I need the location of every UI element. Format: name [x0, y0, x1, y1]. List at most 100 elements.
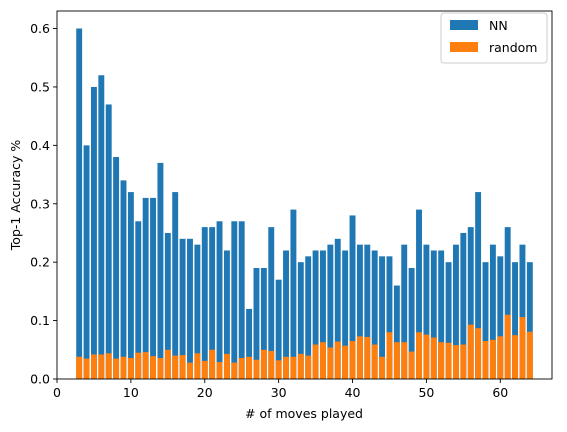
bar-nn-52 [438, 250, 445, 379]
bar-nn-40 [349, 215, 356, 379]
bar-nn-25 [238, 221, 245, 379]
y-tick-label: 0.0 [30, 372, 50, 387]
bar-nn-21 [209, 227, 216, 379]
bar-nn-32 [290, 209, 297, 379]
bar-random-28 [260, 349, 267, 379]
legend: NN random [440, 12, 548, 64]
bar-random-14 [157, 357, 164, 379]
bar-nn-24 [231, 221, 238, 379]
bar-random-9 [120, 356, 127, 379]
bar-random-51 [430, 337, 437, 379]
bar-random-25 [238, 357, 245, 379]
y-tick-label: 0.2 [30, 255, 50, 270]
legend-swatch-random [450, 42, 478, 52]
bar-nn-56 [467, 227, 474, 379]
bar-random-16 [172, 355, 179, 379]
legend-swatch-nn [450, 20, 478, 30]
bar-nn-51 [430, 250, 437, 379]
bar-random-26 [246, 356, 253, 379]
bar-random-8 [113, 358, 120, 379]
bar-random-15 [164, 349, 171, 379]
bar-nn-43 [371, 250, 378, 379]
bar-nn-31 [283, 250, 289, 379]
bar-nn-39 [342, 250, 349, 379]
bar-nn-22 [216, 221, 223, 379]
bar-random-37 [327, 347, 334, 379]
bar-nn-35 [312, 250, 319, 379]
bar-nn-44 [379, 256, 386, 379]
bar-random-57 [475, 328, 482, 379]
x-axis-ticks: 0 10 20 30 40 50 60 [53, 379, 508, 400]
bar-random-11 [135, 352, 142, 379]
axes-frame [56, 10, 553, 380]
bar-random-56 [467, 324, 474, 379]
bar-nn-20 [201, 227, 208, 379]
bar-nn-13 [150, 197, 156, 379]
bar-random-6 [98, 354, 105, 379]
bar-random-31 [283, 356, 289, 379]
legend-label-random: random [489, 40, 537, 55]
bar-random-42 [364, 336, 371, 379]
x-tick-label: 0 [53, 385, 61, 400]
bar-random-10 [127, 357, 134, 379]
bar-nn-17 [179, 238, 186, 379]
bar-random-44 [379, 356, 386, 379]
bar-random-48 [408, 351, 415, 379]
bar-nn-19 [194, 244, 201, 379]
x-tick-label: 40 [345, 385, 361, 400]
x-tick-label: 50 [418, 385, 434, 400]
bar-nn-53 [445, 262, 452, 379]
bar-nn-59 [489, 244, 496, 379]
bar-random-38 [334, 341, 341, 379]
bar-nn-60 [497, 256, 504, 379]
bar-random-60 [497, 336, 504, 379]
bar-nn-62 [512, 262, 519, 379]
bar-nn-10 [127, 192, 134, 379]
bar-nn-12 [142, 197, 149, 379]
bar-random-3 [76, 356, 83, 379]
bar-random-58 [482, 341, 489, 379]
bar-nn-45 [386, 256, 393, 379]
bar-random-61 [504, 314, 511, 379]
bar-nn-55 [460, 232, 467, 379]
bar-random-23 [223, 353, 230, 379]
bar-random-20 [201, 360, 208, 379]
bar-random-17 [179, 355, 186, 379]
bar-random-33 [297, 353, 304, 379]
bar-nn-9 [120, 180, 127, 379]
bar-nn-30 [275, 279, 282, 379]
y-tick-label: 0.6 [30, 21, 50, 36]
bar-random-49 [416, 332, 422, 379]
bar-random-27 [253, 359, 260, 379]
bar-random-41 [356, 336, 363, 379]
bar-random-52 [438, 342, 445, 379]
bar-random-62 [512, 335, 519, 379]
bar-nn-14 [157, 162, 164, 379]
bar-random-13 [150, 356, 156, 379]
bar-random-54 [453, 345, 459, 379]
bar-nn-15 [164, 232, 171, 379]
bar-nn-58 [482, 262, 489, 379]
bar-random-43 [371, 344, 378, 379]
bar-nn-3 [76, 28, 83, 380]
bar-nn-23 [223, 250, 230, 379]
bar-random-36 [320, 342, 326, 379]
bar-random-59 [489, 339, 496, 379]
bar-random-5 [90, 354, 97, 379]
bar-nn-46 [393, 285, 400, 379]
y-tick-label: 0.5 [30, 79, 50, 94]
bar-random-50 [423, 334, 430, 379]
bar-random-19 [194, 353, 201, 379]
legend-label-nn: NN [489, 18, 508, 33]
bar-random-35 [312, 344, 319, 379]
bar-nn-36 [320, 250, 326, 379]
bar-nn-26 [246, 308, 253, 379]
bar-nn-29 [268, 227, 275, 379]
bar-nn-41 [356, 244, 363, 379]
y-axis-label: Top-1 Accuracy % [8, 140, 23, 252]
bar-nn-16 [172, 192, 179, 379]
bar-nn-34 [305, 256, 312, 379]
bar-nn-33 [297, 262, 304, 379]
x-tick-label: 10 [123, 385, 139, 400]
